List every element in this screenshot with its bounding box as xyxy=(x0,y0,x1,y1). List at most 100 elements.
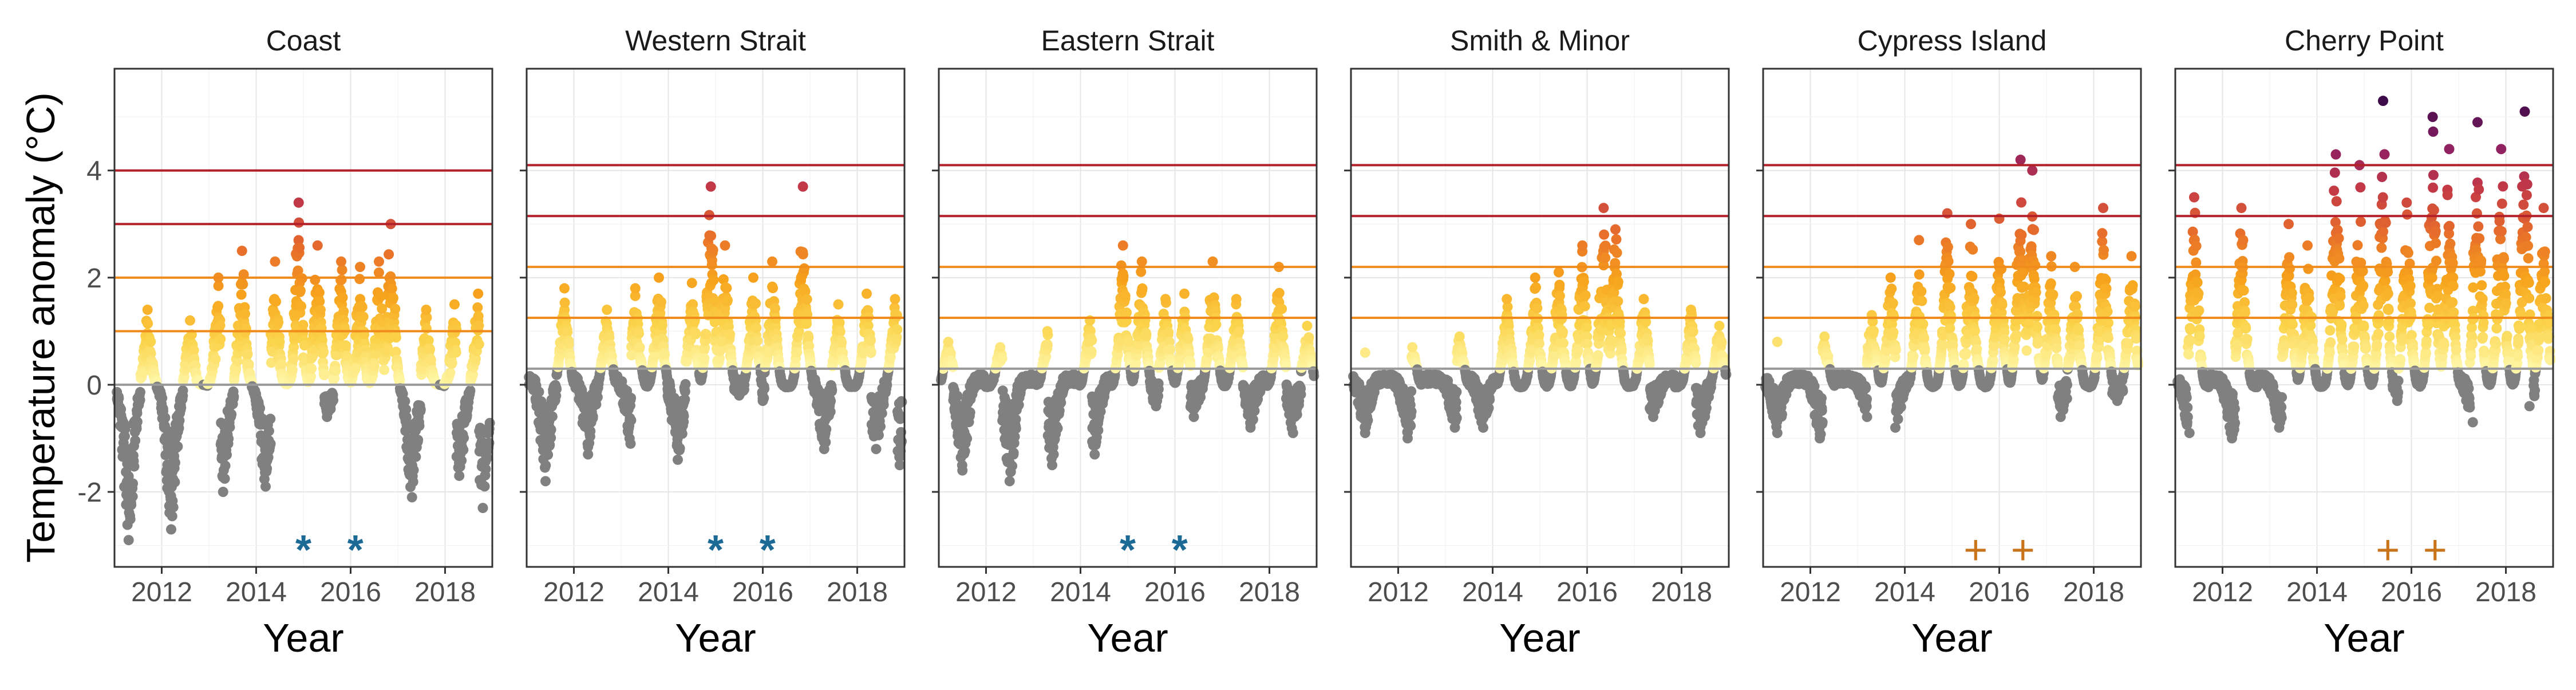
data-point xyxy=(1049,450,1059,460)
data-point xyxy=(170,458,180,468)
peak-point xyxy=(237,246,247,256)
data-point xyxy=(408,476,418,487)
peak-point xyxy=(630,283,641,294)
data-point xyxy=(160,413,170,423)
trough-point xyxy=(819,444,829,454)
data-point xyxy=(409,465,419,475)
data-point xyxy=(1406,386,1416,396)
trough-point xyxy=(583,450,593,460)
data-point xyxy=(391,332,401,342)
trough-point xyxy=(1189,412,1199,422)
data-point xyxy=(751,322,761,333)
data-point xyxy=(634,329,644,339)
data-point xyxy=(626,415,636,425)
data-point xyxy=(1274,288,1285,298)
data-point xyxy=(244,359,254,369)
data-point xyxy=(1406,407,1417,417)
data-point xyxy=(178,385,188,396)
data-point xyxy=(1093,425,1103,435)
data-point xyxy=(690,329,701,340)
data-point xyxy=(965,407,975,417)
data-point xyxy=(1137,283,1148,294)
data-point xyxy=(1119,271,1129,281)
data-point xyxy=(485,418,495,428)
trough-point xyxy=(1005,476,1015,486)
data-point xyxy=(330,366,341,376)
trough-point xyxy=(1089,450,1100,460)
data-point xyxy=(226,409,236,420)
trough-point xyxy=(673,455,683,465)
data-point xyxy=(168,502,179,512)
significance-marker: * xyxy=(295,527,311,573)
data-point xyxy=(222,450,232,460)
data-point xyxy=(240,309,250,319)
data-point xyxy=(132,417,143,427)
data-point xyxy=(725,329,735,340)
data-point xyxy=(1451,397,1461,407)
peak-point xyxy=(890,294,900,304)
trough-point xyxy=(957,466,967,476)
data-point xyxy=(306,364,317,374)
data-point xyxy=(414,421,425,431)
peak-point xyxy=(294,198,304,208)
data-point xyxy=(875,421,886,432)
trough-point xyxy=(260,482,271,492)
x-axis-title: Year xyxy=(675,616,756,660)
data-point xyxy=(459,433,469,443)
peak-point xyxy=(143,305,153,315)
data-point xyxy=(273,317,283,328)
data-point xyxy=(213,301,223,311)
data-point xyxy=(1277,303,1287,314)
x-axis-title: Year xyxy=(1087,616,1168,660)
data-point xyxy=(656,297,666,307)
data-point xyxy=(224,422,235,432)
y-tick-label: 0 xyxy=(86,370,102,401)
data-point xyxy=(1009,448,1019,458)
trough-point xyxy=(895,460,905,470)
data-point xyxy=(1278,331,1288,341)
data-point xyxy=(1123,337,1133,348)
data-point xyxy=(314,287,325,298)
peak-point xyxy=(1137,257,1147,267)
data-point xyxy=(341,340,351,350)
data-point xyxy=(374,267,384,278)
peak-point xyxy=(862,289,872,299)
data-point xyxy=(592,392,603,403)
trough-point xyxy=(734,391,744,401)
y-tick-label: 2 xyxy=(86,263,102,294)
trough-point xyxy=(1151,401,1161,411)
data-point xyxy=(1153,384,1164,395)
data-point xyxy=(681,379,691,389)
peak-point xyxy=(270,257,280,267)
peak-point xyxy=(1179,289,1190,299)
data-point xyxy=(451,348,461,358)
data-point xyxy=(588,411,598,421)
data-point xyxy=(770,303,780,314)
data-point xyxy=(896,397,907,407)
data-point xyxy=(798,249,808,259)
data-point xyxy=(169,477,180,487)
data-point xyxy=(866,336,876,346)
data-point xyxy=(1234,326,1244,337)
data-point xyxy=(287,365,298,375)
data-point xyxy=(1056,397,1066,408)
peak-point xyxy=(473,289,483,299)
data-point xyxy=(708,245,718,255)
data-point xyxy=(425,344,435,354)
data-point xyxy=(276,359,287,369)
data-point xyxy=(657,320,667,330)
peak-point xyxy=(995,342,1005,352)
data-point xyxy=(458,445,468,455)
data-point xyxy=(879,400,889,410)
data-point xyxy=(295,286,306,296)
data-point xyxy=(752,336,762,346)
data-point xyxy=(866,347,876,357)
peak-point xyxy=(1118,240,1128,251)
x-tick-label: 2018 xyxy=(827,577,888,608)
trough-point xyxy=(407,492,417,502)
data-point xyxy=(768,283,778,293)
x-tick-label: 2018 xyxy=(1239,577,1300,608)
significance-marker: * xyxy=(347,527,364,573)
y-tick-label: 4 xyxy=(86,156,102,187)
